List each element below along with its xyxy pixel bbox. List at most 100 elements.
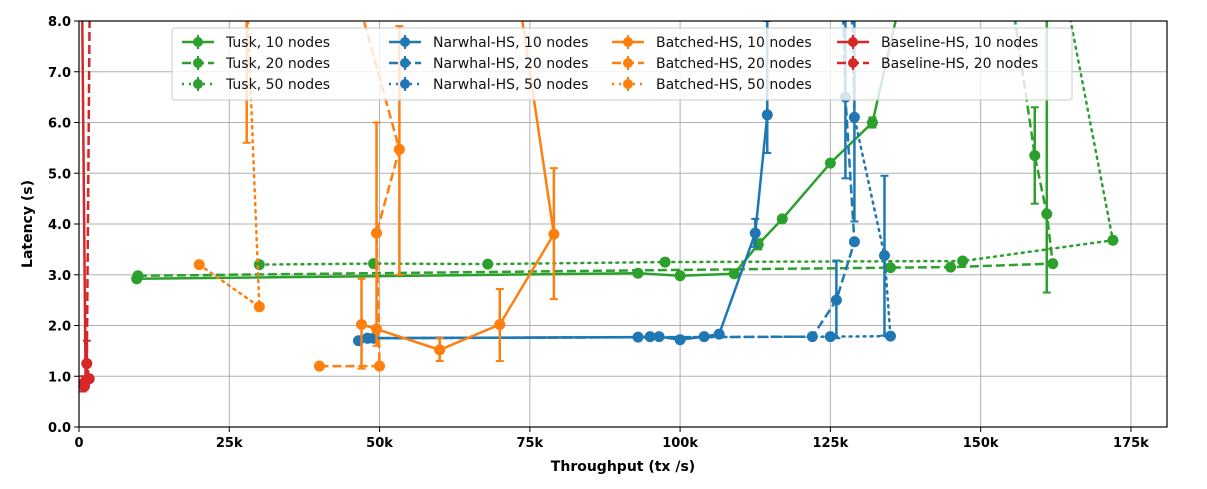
data-point [824,331,836,343]
y-tick-label: 8.0 [48,15,71,30]
series-line [319,21,401,368]
data-point [1047,258,1059,270]
data-point [644,331,656,343]
x-tick-label: 25k [216,436,243,451]
y-tick-label: 7.0 [48,66,71,81]
legend-label: Narwhal-HS, 20 nodes [433,56,588,72]
legend-item: Batched-HS, 20 nodes [612,56,812,72]
legend-label: Tusk, 50 nodes [225,77,330,93]
y-axis-label: Latency (s) [20,180,36,268]
data-point [494,318,506,330]
x-tick-label: 100k [662,436,698,451]
legend-marker [193,79,203,89]
legend-marker [848,58,858,68]
series-line [372,21,892,340]
x-tick-label: 175k [1113,436,1149,451]
x-tick-label: 150k [963,436,999,451]
legend-box [171,27,1073,101]
legend-item: Batched-HS, 50 nodes [612,77,812,93]
data-point [824,157,836,169]
legend-item: Tusk, 20 nodes [182,56,330,72]
legend-item: Batched-HS, 10 nodes [612,35,812,51]
data-point [674,270,686,282]
data-point [728,268,740,280]
legend-label: Baseline-HS, 10 nodes [881,35,1038,51]
data-point [374,360,386,372]
data-point [848,236,860,248]
data-point [83,373,95,385]
data-point [253,301,265,313]
x-axis-label: Throughput (tx /s) [551,459,695,475]
y-tick-label: 0.0 [48,421,71,436]
data-point [393,143,405,155]
x-tick-label: 50k [366,436,393,451]
data-point [1041,208,1053,220]
data-point [866,117,878,128]
y-tick-label: 3.0 [48,269,71,284]
data-point [749,227,761,239]
data-point [848,111,860,123]
legend-label: Batched-HS, 10 nodes [656,35,812,51]
legend-label: Tusk, 10 nodes [225,35,330,51]
data-point [313,360,325,372]
data-point [356,318,368,330]
x-tick-label: 125k [812,436,848,451]
legend-item: Narwhal-HS, 10 nodes [389,35,588,51]
legend-marker [400,37,410,47]
legend-marker [193,58,203,68]
legend: Tusk, 10 nodes Tusk, 20 nodes Tusk, 50 nod… [171,27,1073,101]
legend-item: Baseline-HS, 20 nodes [837,56,1038,72]
data-point [1107,234,1119,246]
legend-label: Batched-HS, 20 nodes [656,56,812,72]
data-point [806,331,818,343]
legend-marker [623,58,633,68]
data-point [761,109,773,121]
y-tick-label: 1.0 [48,370,71,385]
data-point [830,294,842,306]
legend-item: Narwhal-HS, 50 nodes [389,77,588,93]
data-point [253,259,265,271]
data-point [548,228,560,240]
legend-label: Narwhal-HS, 10 nodes [433,35,588,51]
x-tick-label: 0 [74,436,83,451]
y-tick-label: 2.0 [48,320,71,335]
data-point [884,330,896,342]
series-7 [313,21,405,372]
y-tick-label: 5.0 [48,167,71,182]
data-point [132,270,144,282]
data-point [81,358,93,370]
data-point [659,256,671,268]
x-tick-label: 75k [516,436,543,451]
data-point [371,227,383,239]
data-point [957,255,969,267]
ticks: 0 25k 50k 75k 100k 125k 150k 175k 0.0 1.0 2.0 3.0 4.… [48,15,1149,451]
y-tick-label: 4.0 [48,218,71,233]
data-point [193,259,205,271]
legend-label: Tusk, 20 nodes [225,56,330,72]
legend-marker [623,37,633,47]
data-point [945,261,957,273]
legend-marker [848,37,858,47]
data-point [434,344,446,356]
data-point [878,249,890,261]
legend-marker [623,79,633,89]
series-line [81,21,87,390]
series-9 [79,21,92,393]
data-point [884,262,896,274]
legend-item: Tusk, 10 nodes [182,35,330,51]
legend-marker [193,37,203,47]
legend-item: Baseline-HS, 10 nodes [837,35,1038,51]
data-point [776,213,788,225]
data-point [1029,149,1041,161]
data-point [482,258,494,270]
legend-item: Narwhal-HS, 20 nodes [389,56,588,72]
legend-marker [400,79,410,89]
legend-label: Batched-HS, 50 nodes [656,77,812,93]
legend-marker [400,58,410,68]
legend-item: Tusk, 50 nodes [182,77,330,93]
legend-label: Narwhal-HS, 50 nodes [433,77,588,93]
series-10 [81,21,95,385]
data-point [632,331,644,343]
legend-label: Baseline-HS, 20 nodes [881,56,1038,72]
